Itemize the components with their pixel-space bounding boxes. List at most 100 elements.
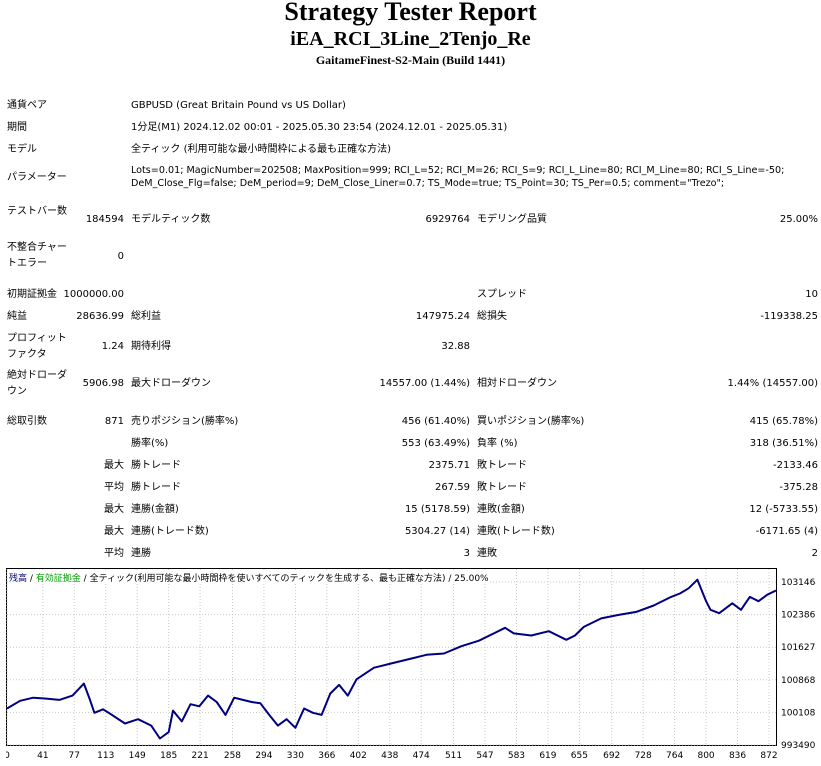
y-tick-label: 1031464 — [781, 578, 816, 588]
params-label: パラメーター — [7, 172, 67, 183]
avg-win-label: 勝トレード — [131, 482, 181, 493]
max-dd-label: 最大ドローダウン — [131, 378, 211, 389]
x-tick-label: 0 — [6, 751, 10, 761]
x-tick-label: 474 — [413, 751, 430, 761]
pair-value: GBPUSD (Great Britain Pound vs US Dollar… — [131, 100, 346, 111]
legend-quality: / 25.00% — [445, 574, 489, 584]
x-tick-label: 221 — [192, 751, 209, 761]
x-tick-label: 438 — [381, 751, 398, 761]
y-tick-label: 1016274 — [781, 643, 816, 653]
avg-loss-value: -375.28 — [779, 482, 818, 493]
cons-win-amt-label: 連勝(金額) — [131, 504, 179, 515]
y-tick-label: 993490 — [781, 741, 816, 751]
mismatch-label: 不整合チャートエラー — [7, 242, 67, 269]
x-tick-label: 149 — [129, 751, 146, 761]
total-trades-label: 総取引数 — [7, 416, 47, 427]
loss-rate-value: 318 (36.51%) — [749, 438, 818, 449]
balance-chart-svg: 0 41 77 113 149 185 221 258 294 330 366 402 438 474 51… — [6, 568, 816, 761]
expected-label: 期待利得 — [131, 341, 171, 352]
rel-dd-value: 1.44% (14557.00) — [727, 378, 818, 389]
avg-win-value: 267.59 — [435, 482, 470, 493]
avg-loss-label: 敗トレード — [477, 482, 527, 493]
deposit-label: 初期証拠金 — [7, 289, 57, 300]
avg-cons-loss-value: 2 — [811, 548, 818, 559]
period-value: 1分足(M1) 2024.12.02 00:01 - 2025.05.30 23… — [131, 122, 508, 133]
x-tick-label: 836 — [729, 751, 746, 761]
x-tick-label: 113 — [97, 751, 114, 761]
gross-loss-value: -119338.25 — [760, 311, 818, 322]
x-tick-label: 655 — [571, 751, 588, 761]
expected-value: 32.88 — [441, 341, 470, 352]
max-label-1: 最大 — [104, 460, 124, 471]
ticks-label: モデルティック数 — [131, 214, 211, 225]
model-label: モデル — [7, 144, 37, 155]
cons-win-cnt-label: 連勝(トレード数) — [131, 526, 209, 537]
gross-profit-label: 総利益 — [131, 311, 161, 322]
x-tick-label: 77 — [69, 751, 80, 761]
x-tick-label: 366 — [318, 751, 335, 761]
x-tick-label: 872 — [760, 751, 777, 761]
x-tick-labels: 0 41 77 113 149 185 221 258 294 330 366 402 438 474 51… — [6, 751, 778, 761]
short-label: 売りポジション(勝率%) — [131, 416, 239, 427]
avg-label-2: 平均 — [104, 548, 124, 559]
abs-dd-label: 絶対ドローダウン — [7, 370, 67, 397]
legend-separator: / — [27, 574, 36, 584]
spread-label: スプレッド — [477, 289, 527, 300]
loss-rate-label: 負率 (%) — [477, 438, 518, 449]
y-tick-label: 1023869 — [781, 611, 816, 621]
spread-value: 10 — [805, 289, 818, 300]
x-tick-label: 185 — [160, 751, 177, 761]
quality-label: モデリング品質 — [477, 214, 547, 225]
params-line-1: Lots=0.01; MagicNumber=202508; MaxPositi… — [131, 165, 785, 176]
x-tick-label: 547 — [476, 751, 493, 761]
pair-label: 通貨ペア — [7, 100, 47, 111]
max-loss-value: -2133.46 — [773, 460, 818, 471]
legend-balance: 残高 — [9, 574, 28, 584]
y-tick-labels: 993490 1001085 1008680 1016274 1023869 103146… — [781, 578, 816, 751]
net-label: 純益 — [7, 311, 27, 322]
short-value: 456 (61.40%) — [401, 416, 470, 427]
gross-profit-value: 147975.24 — [415, 311, 470, 322]
cons-loss-cnt-value: -6171.65 (4) — [755, 526, 818, 537]
balance-line — [6, 578, 777, 740]
x-tick-label: 330 — [287, 751, 304, 761]
cons-win-amt-value: 15 (5178.59) — [404, 504, 470, 515]
y-tick-label: 1001085 — [781, 708, 816, 718]
bars-label: テストバー数 — [7, 206, 67, 217]
legend-equity: 有効証拠金 — [35, 574, 81, 584]
long-value: 415 (65.78%) — [749, 416, 818, 427]
avg-label-1: 平均 — [104, 482, 124, 493]
x-tick-label: 511 — [445, 751, 462, 761]
rel-dd-label: 相対ドローダウン — [477, 378, 557, 389]
max-loss-label: 敗トレード — [477, 460, 527, 471]
x-tick-label: 402 — [350, 751, 367, 761]
gross-loss-label: 総損失 — [477, 311, 507, 322]
server-name: GaitameFinest-S2-Main (Build 1441) — [315, 53, 506, 67]
chart-legend: 残高 / 有効証拠金 / 全ティック(利用可能な最小時間枠を使いすべてのティック… — [9, 571, 489, 584]
x-tick-label: 764 — [666, 751, 683, 761]
x-tick-label: 258 — [224, 751, 241, 761]
legend-mode: 全ティック(利用可能な最小時間枠を使いすべてのティックを生成する、最も正確な方法… — [89, 574, 446, 584]
pf-label: プロフィットファクタ — [7, 333, 67, 360]
avg-cons-loss-label: 連敗 — [477, 548, 497, 559]
x-tick-label: 619 — [539, 751, 556, 761]
cons-win-cnt-value: 5304.27 (14) — [404, 526, 470, 537]
deposit-value: 1000000.00 — [63, 289, 124, 300]
quality-value: 25.00% — [779, 214, 818, 225]
legend-separator: / — [80, 574, 90, 584]
period-label: 期間 — [7, 122, 27, 133]
abs-dd-value: 5906.98 — [82, 378, 124, 389]
x-tick-label: 41 — [37, 751, 48, 761]
report-title: Strategy Tester Report — [284, 0, 537, 26]
model-value: 全ティック (利用可能な最小時間枠による最も正確な方法) — [131, 144, 392, 155]
avg-cons-win-value: 3 — [463, 548, 470, 559]
net-value: 28636.99 — [76, 311, 124, 322]
win-rate-label: 勝率(%) — [131, 438, 169, 449]
cons-loss-amt-value: 12 (-5733.55) — [749, 504, 818, 515]
cons-loss-amt-label: 連敗(金額) — [477, 504, 525, 515]
params-line-2: DeM_Close_Flg=false; DeM_period=9; DeM_C… — [131, 178, 725, 189]
series-lines — [6, 578, 777, 740]
max-dd-value: 14557.00 (1.44%) — [379, 378, 470, 389]
ticks-value: 6929764 — [425, 214, 470, 225]
max-label-3: 最大 — [104, 526, 124, 537]
